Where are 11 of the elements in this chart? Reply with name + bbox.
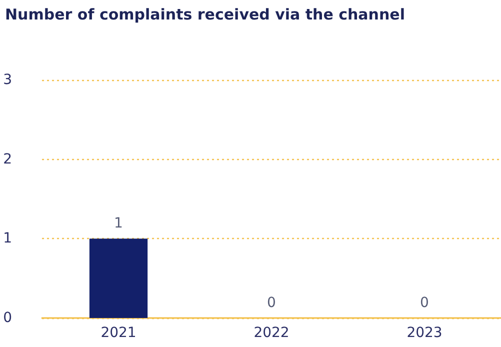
data-label: 0 — [267, 295, 276, 311]
y-tick-label: 3 — [3, 72, 12, 88]
y-tick-label: 0 — [3, 310, 12, 326]
x-tick-label: 2021 — [100, 325, 136, 341]
chart-title: Number of complaints received via the channel — [5, 6, 405, 24]
x-tick-label: 2023 — [406, 325, 442, 341]
y-tick-label: 2 — [3, 151, 12, 168]
x-tick-label: 2022 — [254, 325, 290, 341]
data-label: 1 — [114, 216, 123, 232]
y-tick-label: 1 — [3, 230, 12, 247]
data-label: 0 — [420, 295, 429, 311]
